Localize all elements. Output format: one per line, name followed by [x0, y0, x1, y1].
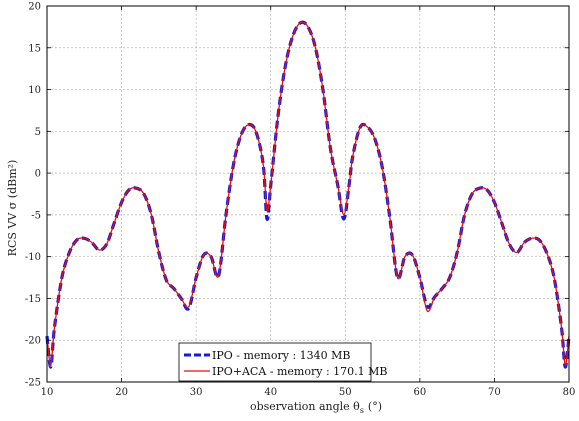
x-tick-label: 30 — [190, 387, 203, 398]
x-tick-label: 50 — [339, 387, 352, 398]
x-tick-label: 70 — [488, 387, 501, 398]
legend-label-ipo: IPO - memory : 1340 MB — [212, 349, 350, 362]
x-tick-label: 40 — [264, 387, 277, 398]
y-tick-label: 5 — [35, 127, 41, 138]
x-tick-label: 60 — [413, 387, 426, 398]
y-tick-label: -20 — [25, 336, 41, 347]
y-tick-label: 10 — [28, 85, 41, 96]
x-axis-label-main: observation angle θ — [250, 400, 360, 413]
tick-layer: 10 20 30 40 50 60 70 80 -25 -20 -15 -10 -5 0 5 10 15 20 — [25, 2, 575, 399]
y-tick-label: 0 — [35, 169, 41, 180]
x-axis-label-subscript: s — [360, 406, 364, 415]
x-axis-label-unit: (°) — [368, 400, 382, 413]
legend: IPO - memory : 1340 MB IPO+ACA - memory … — [178, 342, 388, 382]
y-tick-label: 15 — [28, 43, 41, 54]
series-layer — [45, 20, 571, 369]
x-tick-label: 80 — [563, 387, 576, 398]
x-tick-label: 10 — [41, 387, 54, 398]
legend-label-ipo-aca: IPO+ACA - memory : 170.1 MB — [212, 365, 388, 378]
y-tick-label: -25 — [25, 378, 41, 389]
y-axis-label: RCS VV σ (dBm²) — [6, 160, 19, 257]
x-axis-label: observation angle θs (°) — [250, 400, 382, 415]
y-tick-label: -10 — [25, 252, 41, 263]
y-tick-label: 20 — [28, 2, 41, 13]
x-tick-label: 20 — [115, 387, 128, 398]
legend-box — [178, 342, 372, 382]
y-tick-label: -5 — [31, 210, 41, 221]
y-tick-label: -15 — [25, 294, 41, 305]
series-line-ipo-aca — [46, 21, 570, 366]
plot-frame — [46, 5, 570, 383]
